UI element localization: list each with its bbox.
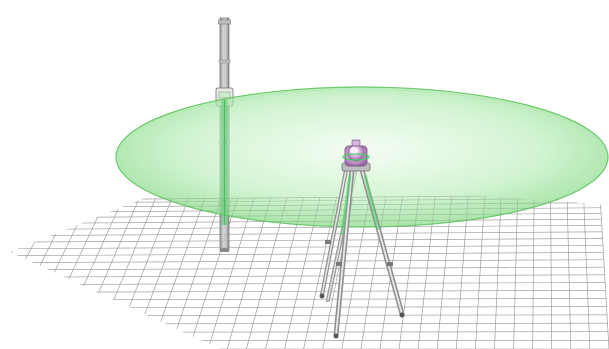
- grid-line: [10, 199, 41, 349]
- grid-line: [599, 194, 609, 349]
- grid-line: [188, 198, 238, 349]
- grid-line: [24, 225, 602, 230]
- grid-line: [74, 198, 140, 349]
- grid-line: [20, 231, 603, 236]
- grid-line: [36, 202, 601, 208]
- grid-line: [10, 282, 606, 285]
- grid-line: [10, 252, 604, 256]
- grid-line: [55, 199, 123, 349]
- grid-line: [36, 199, 107, 349]
- grid-line: [10, 259, 604, 263]
- grid-line: [17, 238, 603, 243]
- grid-line: [10, 322, 608, 325]
- grid-line: [10, 199, 57, 349]
- grid-line: [246, 197, 288, 349]
- grid-line: [10, 199, 41, 349]
- grid-line: [10, 282, 606, 285]
- grid-line: [20, 231, 603, 236]
- grid-line: [360, 196, 387, 349]
- grid-line: [494, 195, 502, 349]
- grid-line: [10, 252, 604, 256]
- grid-line: [10, 290, 606, 293]
- grid-line: [16, 199, 90, 349]
- grid-line: [10, 331, 608, 333]
- grid-line: [10, 199, 74, 349]
- grid-line: [284, 197, 321, 349]
- grid-line: [207, 198, 255, 349]
- grid-line: [13, 245, 603, 250]
- grid-line: [10, 274, 605, 278]
- grid-line: [303, 197, 337, 349]
- grid-line: [566, 195, 572, 349]
- rotary-laser-level-icon: [342, 139, 370, 167]
- grid-line: [550, 195, 553, 349]
- grid-line: [10, 259, 604, 263]
- grid-line: [93, 198, 156, 349]
- grid-line: [17, 238, 603, 243]
- grid-line: [10, 274, 605, 278]
- grid-line: [169, 198, 222, 349]
- grid-line: [265, 197, 304, 349]
- grid-line: [475, 196, 486, 349]
- grid-line: [532, 195, 535, 349]
- grid-line: [10, 199, 57, 349]
- grid-line: [226, 197, 271, 349]
- grid-line: [10, 266, 605, 271]
- grid-line: [341, 197, 370, 349]
- grid-line: [417, 196, 436, 349]
- staff-laser-strip: [221, 100, 228, 225]
- grid-line: [10, 266, 605, 271]
- grid-line: [10, 199, 74, 349]
- grid-line: [112, 198, 173, 349]
- grid-line: [436, 196, 453, 349]
- grid-line: [24, 225, 602, 230]
- grid-line: [583, 195, 591, 349]
- grid-line: [27, 218, 602, 224]
- grid-line: [13, 245, 603, 250]
- grid-line: [33, 207, 601, 213]
- grid-line: [131, 198, 189, 349]
- grid-line: [10, 314, 608, 317]
- grid-line: [398, 196, 420, 349]
- grid-line: [30, 212, 602, 218]
- grid-line: [599, 194, 609, 349]
- grid-line: [455, 196, 469, 349]
- grid-line: [16, 199, 90, 349]
- grid-line: [513, 195, 518, 349]
- grid-line: [10, 306, 607, 309]
